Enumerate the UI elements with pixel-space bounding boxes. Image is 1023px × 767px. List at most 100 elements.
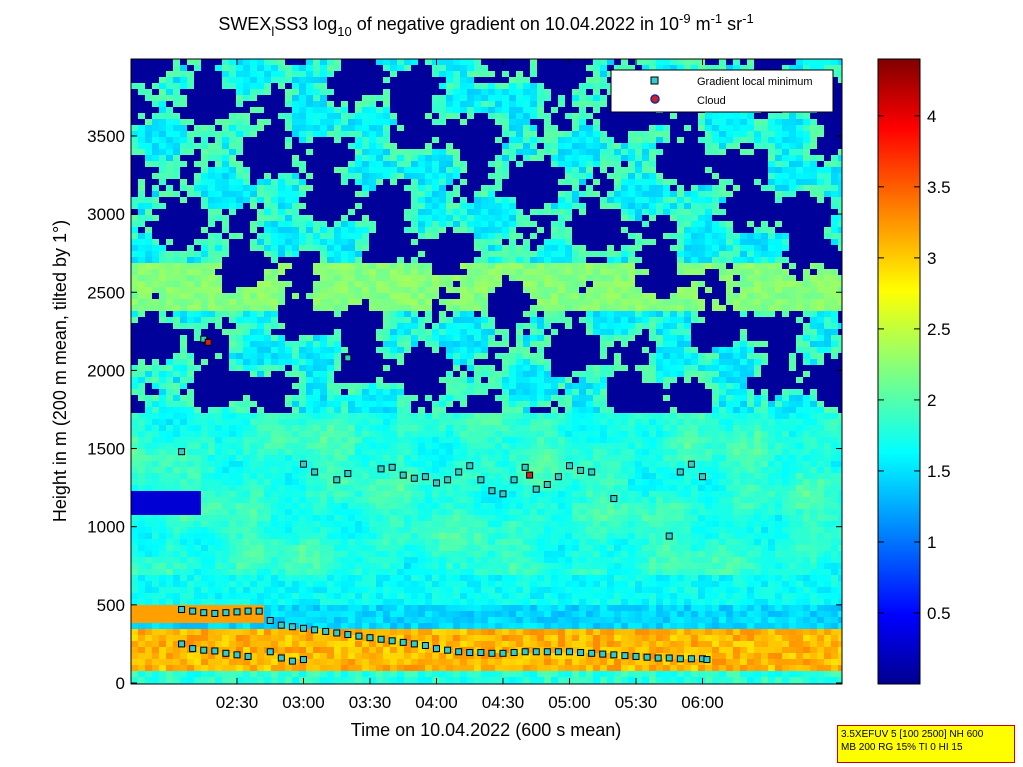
heatmap-cell <box>334 131 342 138</box>
heatmap-cell <box>586 101 594 108</box>
heatmap-cell <box>215 65 223 72</box>
heatmap-cell <box>544 131 552 138</box>
heatmap-cell <box>754 341 762 348</box>
heatmap-cell <box>453 119 461 126</box>
heatmap-cell <box>621 269 629 276</box>
heatmap-cell <box>446 323 454 330</box>
heatmap-cell <box>334 113 342 120</box>
heatmap-cell <box>145 59 153 66</box>
heatmap-cell <box>558 305 566 312</box>
heatmap-cell <box>789 125 797 132</box>
heatmap-cell <box>411 179 419 186</box>
heatmap-cell <box>516 155 524 162</box>
heatmap-cell <box>222 269 230 276</box>
heatmap-cell <box>131 203 139 210</box>
heatmap-cell <box>362 173 370 180</box>
heatmap-cell <box>698 173 706 180</box>
heatmap-cell <box>250 101 258 108</box>
heatmap-cell <box>593 77 601 84</box>
heatmap-cell <box>138 287 146 294</box>
heatmap-cell <box>824 317 832 324</box>
heatmap-cell <box>369 149 377 156</box>
heatmap-cell <box>341 281 349 288</box>
heatmap-cell <box>278 155 286 162</box>
heatmap-cell <box>782 287 790 294</box>
heatmap-cell <box>152 125 160 132</box>
heatmap-cell <box>131 89 139 96</box>
heatmap-cell <box>649 227 657 234</box>
heatmap-cell <box>460 203 468 210</box>
heatmap-cell <box>474 203 482 210</box>
heatmap-cell <box>614 59 622 66</box>
heatmap-cell <box>782 329 790 336</box>
heatmap-cell <box>474 263 482 270</box>
heatmap-cell <box>173 341 181 348</box>
heatmap-cell <box>418 149 426 156</box>
heatmap-cell <box>404 335 412 342</box>
heatmap-cell <box>719 329 727 336</box>
heatmap-cell <box>159 77 167 84</box>
heatmap-cell <box>726 263 734 270</box>
heatmap-cell <box>502 317 510 324</box>
heatmap-cell <box>600 113 608 120</box>
heatmap-cell <box>782 341 790 348</box>
heatmap-cell <box>180 65 188 72</box>
heatmap-cell <box>733 179 741 186</box>
heatmap-cell <box>425 239 433 246</box>
heatmap-cell <box>138 185 146 192</box>
heatmap-cell <box>138 167 146 174</box>
heatmap-cell <box>817 311 825 318</box>
heatmap-cell <box>740 209 748 216</box>
heatmap-cell <box>327 305 335 312</box>
heatmap-cell <box>306 167 314 174</box>
heatmap-cell <box>817 299 825 306</box>
heatmap-cell <box>481 137 489 144</box>
heatmap-cell <box>838 311 842 318</box>
heatmap-cell <box>320 143 328 150</box>
heatmap-cell <box>369 77 377 84</box>
heatmap-cell <box>502 83 510 90</box>
heatmap-cell <box>257 143 265 150</box>
heatmap-cell <box>264 71 272 78</box>
heatmap-cell <box>236 101 244 108</box>
heatmap-cell <box>530 263 538 270</box>
heatmap-cell <box>467 341 475 348</box>
heatmap-cell <box>138 317 146 324</box>
heatmap-cell <box>740 257 748 264</box>
heatmap-cell <box>131 227 139 234</box>
heatmap-cell <box>523 323 531 330</box>
heatmap-cell <box>775 137 783 144</box>
heatmap-cell <box>502 305 510 312</box>
heatmap-cell <box>467 245 475 252</box>
heatmap-cell <box>460 65 468 72</box>
heatmap-cell <box>474 65 482 72</box>
heatmap-cell <box>446 197 454 204</box>
heatmap-cell <box>712 287 720 294</box>
heatmap-cell <box>250 323 258 330</box>
heatmap-cell <box>495 71 503 78</box>
heatmap-cell <box>544 59 552 66</box>
heatmap-cell <box>656 347 664 354</box>
heatmap-cell <box>726 173 734 180</box>
heatmap-cell <box>411 191 419 198</box>
heatmap-cell <box>271 245 279 252</box>
heatmap-cell <box>768 113 776 120</box>
heatmap-cell <box>355 251 363 258</box>
heatmap-cell <box>439 131 447 138</box>
heatmap-cell <box>838 317 842 324</box>
heatmap-cell <box>327 149 335 156</box>
heatmap-cell <box>397 233 405 240</box>
heatmap-cell <box>698 341 706 348</box>
heatmap-cell <box>558 59 566 66</box>
heatmap-cell <box>348 281 356 288</box>
heatmap-cell <box>600 323 608 330</box>
heatmap-cell <box>257 233 265 240</box>
heatmap-cell <box>446 107 454 114</box>
heatmap-cell <box>579 119 587 126</box>
heatmap-cell <box>327 89 335 96</box>
heatmap-cell <box>642 155 650 162</box>
heatmap-cell <box>271 329 279 336</box>
heatmap-cell <box>215 329 223 336</box>
heatmap-cell <box>747 347 755 354</box>
heatmap-cell <box>684 185 692 192</box>
